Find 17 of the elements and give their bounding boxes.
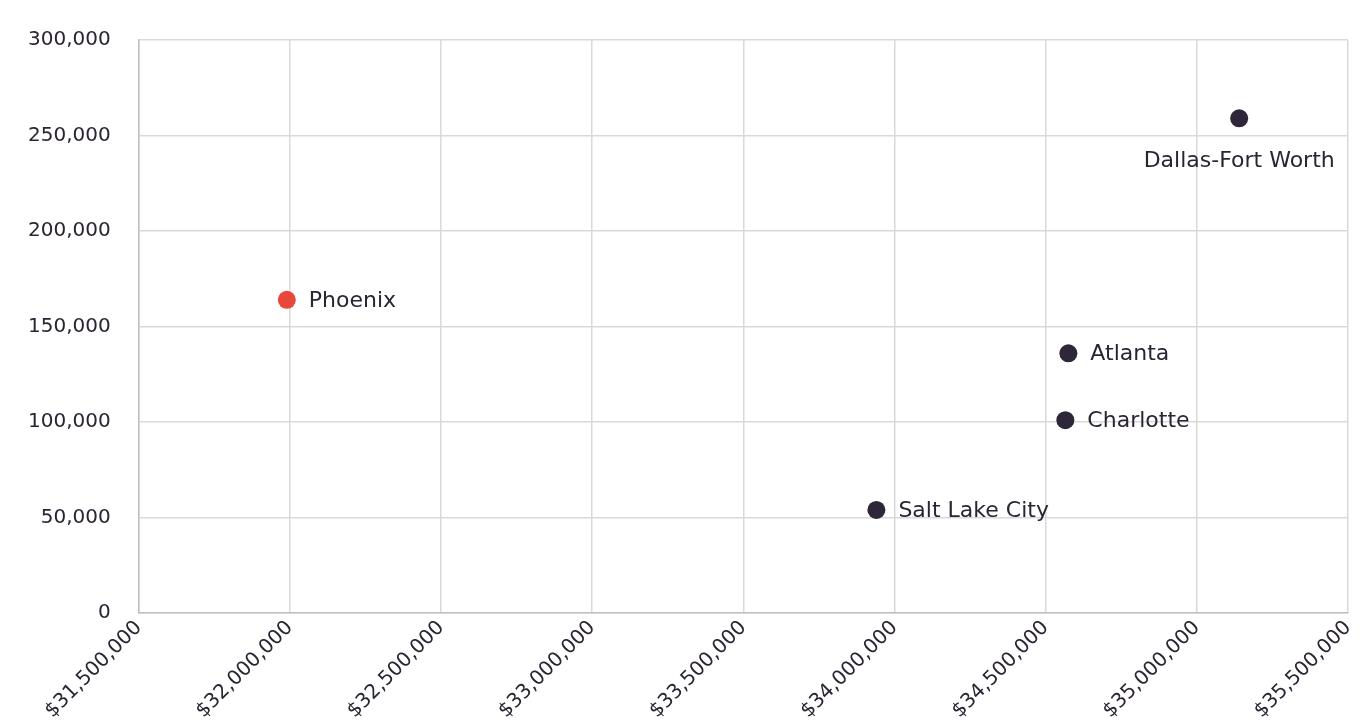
point [277,290,296,309]
point [1056,411,1075,430]
point [1230,109,1249,128]
y-tick-label: 250,000 [27,121,111,146]
point [1059,344,1078,363]
series-label: Phoenix [308,286,397,312]
series-label: Atlanta [1090,339,1170,365]
series-label: Dallas-Fort Worth [1143,147,1335,173]
y-tick-label: 300,000 [27,26,111,51]
y-tick-label: 200,000 [27,217,111,242]
y-tick-label: 150,000 [27,312,111,337]
series-label: Salt Lake City [898,496,1049,522]
y-tick-label: 0 [97,599,111,624]
y-tick-label: 50,000 [40,503,111,528]
y-tick-label: 100,000 [27,408,111,433]
series-label: Charlotte [1087,406,1190,432]
point [867,500,886,519]
